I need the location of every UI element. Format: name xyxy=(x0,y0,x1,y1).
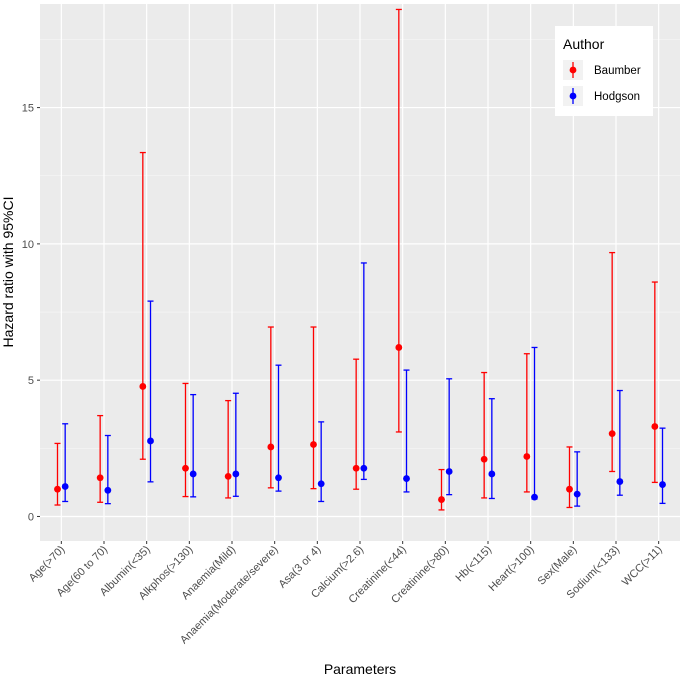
data-point xyxy=(608,430,616,437)
data-point xyxy=(139,383,147,390)
data-point xyxy=(566,485,573,493)
x-tick-label: WCC(>11) xyxy=(620,544,665,589)
legend-key-point xyxy=(569,66,577,74)
data-point xyxy=(182,464,189,472)
grid xyxy=(40,4,680,541)
data-point xyxy=(352,464,360,472)
legend-items: Baumber Hodgson xyxy=(563,60,641,106)
x-tick-label: Hb(<115) xyxy=(454,544,495,585)
data-point xyxy=(317,480,325,488)
legend-label: Baumber xyxy=(594,65,641,77)
y-tick-label: 15 xyxy=(22,103,34,115)
error-bars xyxy=(54,8,666,511)
data-point xyxy=(232,470,240,478)
data-point xyxy=(61,483,69,490)
data-point xyxy=(189,470,197,478)
y-tick-label: 10 xyxy=(22,239,34,251)
y-tick-label: 0 xyxy=(28,511,34,523)
data-point xyxy=(96,474,104,482)
data-point xyxy=(438,496,445,503)
x-tick-label: Age(>70) xyxy=(27,544,68,585)
y-axis-title: Hazard ratio with 95%CI xyxy=(0,197,16,348)
data-point xyxy=(659,481,666,488)
data-point xyxy=(360,464,368,472)
data-point xyxy=(275,474,282,482)
data-point xyxy=(267,443,275,451)
data-point xyxy=(224,472,232,480)
x-tick-label: Sex(Male) xyxy=(536,544,580,588)
data-points xyxy=(54,344,666,503)
legend-label: Hodgson xyxy=(594,91,640,103)
data-point xyxy=(147,437,154,445)
data-point xyxy=(104,486,112,494)
data-point xyxy=(531,493,538,501)
data-point xyxy=(573,490,581,498)
data-point xyxy=(616,478,624,485)
y-tick-label: 5 xyxy=(28,375,34,387)
y-axis: 0 5 10 15 xyxy=(22,103,40,523)
legend: Author Baumber Hodgson xyxy=(555,26,653,116)
data-point xyxy=(651,423,659,430)
data-point xyxy=(310,441,317,448)
data-point xyxy=(480,455,488,463)
data-point xyxy=(395,344,403,351)
data-point xyxy=(445,468,453,475)
data-point xyxy=(523,453,531,460)
x-axis: Age(>70)Age(60 to 70)Albumin(<35)Alkphos… xyxy=(27,541,665,646)
x-axis-title: Parameters xyxy=(324,661,396,677)
data-point xyxy=(54,485,61,493)
x-tick-label: Heart(>100) xyxy=(487,544,537,594)
data-point xyxy=(403,475,410,482)
legend-key-point xyxy=(569,92,577,100)
legend-title: Author xyxy=(563,36,605,52)
data-point xyxy=(488,470,496,478)
